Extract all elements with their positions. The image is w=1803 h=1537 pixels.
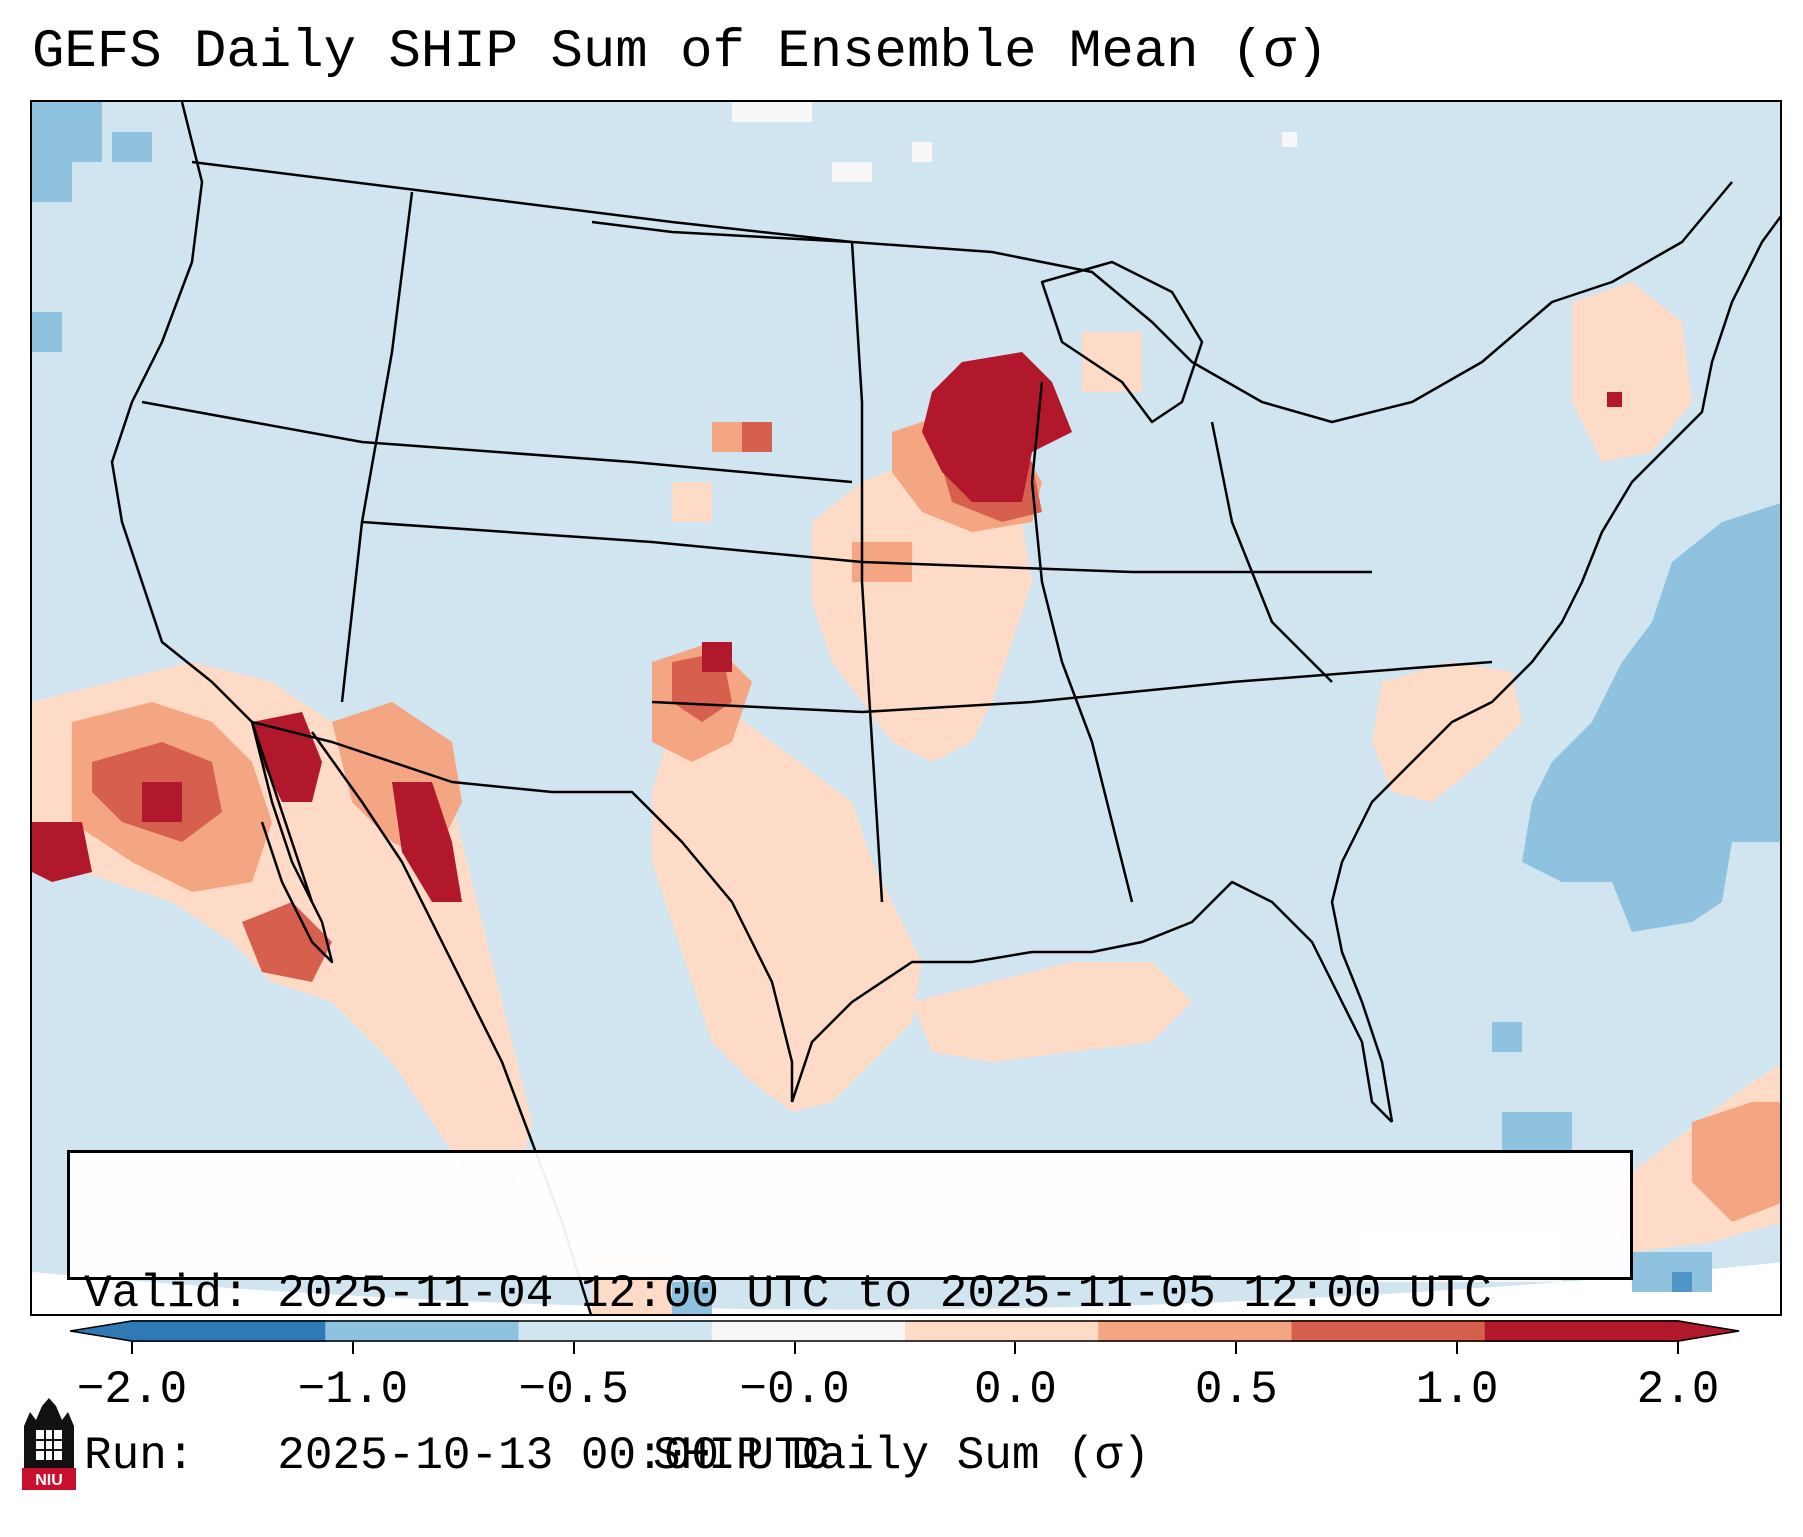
map-panel bbox=[30, 100, 1782, 1316]
colorbar-tick-label: 0.0 bbox=[974, 1364, 1057, 1416]
colorbar-extend-high bbox=[1678, 1320, 1740, 1342]
great-lakes-outline bbox=[1040, 260, 1204, 424]
central-plains-positive bbox=[812, 462, 1032, 762]
colorbar-segment bbox=[905, 1320, 1099, 1342]
north-dakota-line bbox=[591, 220, 853, 244]
logo-window-icon bbox=[36, 1430, 62, 1460]
colorbar-segment bbox=[518, 1320, 713, 1342]
florida-peninsula bbox=[1330, 861, 1394, 1123]
colorbar-tick-label: −0.0 bbox=[739, 1364, 850, 1416]
colorbar-segment bbox=[1291, 1320, 1486, 1342]
colorbar-tick-label: −2.0 bbox=[76, 1364, 188, 1416]
colorbar-tick-label: 2.0 bbox=[1636, 1364, 1720, 1416]
east-coast bbox=[1340, 215, 1780, 863]
new-england-maximum bbox=[1607, 392, 1622, 407]
colorbar-segment bbox=[1098, 1320, 1292, 1342]
colorbar-title: SHIP Daily Sum (σ) bbox=[653, 1430, 1150, 1482]
colorbar-segment bbox=[711, 1320, 906, 1342]
southern-plains-positive bbox=[652, 712, 922, 1112]
baja-peninsula bbox=[250, 721, 334, 964]
colorbar-tick bbox=[1456, 1342, 1459, 1354]
southwest-line bbox=[141, 400, 853, 484]
pacific-maximum-2 bbox=[142, 782, 182, 822]
colorbar-tick bbox=[793, 1342, 796, 1354]
colorbar-tick bbox=[1014, 1342, 1017, 1354]
colorbar-segment bbox=[1484, 1320, 1679, 1342]
plains-line bbox=[361, 520, 1372, 574]
rockies-line bbox=[340, 191, 414, 703]
strong-negative-region bbox=[1672, 1272, 1692, 1292]
gulf-coast bbox=[790, 880, 1393, 1123]
valid-label: Valid: bbox=[84, 1268, 250, 1320]
bc-coast-low bbox=[32, 312, 62, 352]
pacific-nw-low bbox=[32, 102, 102, 162]
carolinas-positive bbox=[1372, 662, 1522, 802]
central-meridian bbox=[850, 241, 884, 903]
colorbar-outline bbox=[70, 1320, 1740, 1342]
west-coast bbox=[110, 102, 314, 903]
boundary-lines bbox=[110, 102, 1780, 1314]
iowa-maximum bbox=[922, 352, 1072, 502]
colorbar-tick bbox=[572, 1342, 575, 1354]
logo-band bbox=[22, 1468, 76, 1490]
colorbar-tick-label: −1.0 bbox=[297, 1364, 409, 1416]
bahamas-low bbox=[1492, 1022, 1522, 1052]
page-title: GEFS Daily SHIP Sum of Ensemble Mean (σ) bbox=[32, 22, 1329, 83]
domain-edge bbox=[32, 1262, 1780, 1314]
colorbar-extend-low bbox=[70, 1320, 132, 1342]
mississippi-line bbox=[1030, 381, 1134, 903]
run-line: Run: 2025-10-13 00:00 UTC bbox=[84, 1429, 1630, 1483]
colorbar-segment bbox=[325, 1320, 519, 1342]
run-label: Run: bbox=[84, 1430, 195, 1482]
florida-straits-low bbox=[1502, 1112, 1572, 1152]
sonora-maximum bbox=[392, 782, 462, 902]
valid-value: 2025-11-04 12:00 UTC to 2025-11-05 12:00… bbox=[277, 1268, 1492, 1320]
run-value: 2025-10-13 00:00 UTC bbox=[277, 1430, 830, 1482]
canada-border bbox=[191, 160, 1733, 424]
pacific-maximum bbox=[32, 822, 92, 882]
valid-run-info-box: Valid: 2025-11-04 12:00 UTC to 2025-11-0… bbox=[67, 1150, 1633, 1482]
gulf-coast-positive bbox=[912, 962, 1192, 1062]
logo-text: NIU bbox=[35, 1472, 63, 1489]
colorbar bbox=[70, 1320, 1740, 1342]
colorbar-tick bbox=[131, 1342, 133, 1354]
niu-logo: NIU bbox=[22, 1398, 76, 1490]
colorbar-tick-label: −0.5 bbox=[518, 1364, 629, 1416]
colorbar-tick bbox=[1235, 1342, 1238, 1354]
appalachian-line bbox=[1210, 421, 1333, 683]
colorbar-segment bbox=[132, 1320, 326, 1342]
new-england-positive bbox=[1572, 282, 1692, 462]
pacific-nw-low-3 bbox=[112, 132, 152, 162]
colorbar-tick bbox=[1677, 1342, 1679, 1354]
colorbar-tick-label: 0.5 bbox=[1194, 1364, 1278, 1416]
colorado-positive bbox=[672, 482, 712, 522]
atlantic-low-region bbox=[1522, 503, 1780, 932]
colorbar-tick bbox=[351, 1342, 354, 1354]
new-mexico-maximum bbox=[702, 642, 732, 672]
pacific-nw-low-2 bbox=[32, 162, 72, 202]
map-canvas bbox=[32, 102, 1780, 1314]
colorbar-tick-label: 1.0 bbox=[1415, 1364, 1499, 1416]
valid-line: Valid: 2025-11-04 12:00 UTC to 2025-11-0… bbox=[84, 1267, 1630, 1321]
mexico-border bbox=[251, 720, 794, 1102]
south-line bbox=[651, 660, 1493, 714]
